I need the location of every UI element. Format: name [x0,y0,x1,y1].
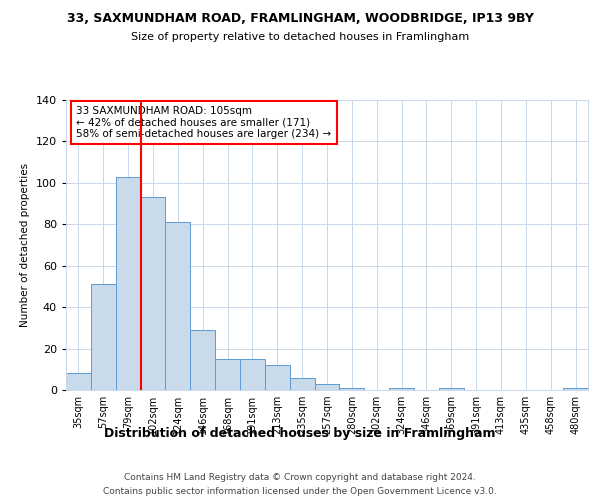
Bar [240,359,265,390]
Bar [563,388,588,390]
Bar [166,222,190,390]
Bar [190,330,215,390]
Bar [91,284,116,390]
Text: Contains HM Land Registry data © Crown copyright and database right 2024.: Contains HM Land Registry data © Crown c… [124,472,476,482]
Text: 33, SAXMUNDHAM ROAD, FRAMLINGHAM, WOODBRIDGE, IP13 9BY: 33, SAXMUNDHAM ROAD, FRAMLINGHAM, WOODBR… [67,12,533,26]
Y-axis label: Number of detached properties: Number of detached properties [20,163,30,327]
Text: Contains public sector information licensed under the Open Government Licence v3: Contains public sector information licen… [103,488,497,496]
Text: Distribution of detached houses by size in Framlingham: Distribution of detached houses by size … [104,428,496,440]
Bar [66,374,91,390]
Bar [116,176,140,390]
Bar [389,388,414,390]
Text: 33 SAXMUNDHAM ROAD: 105sqm
← 42% of detached houses are smaller (171)
58% of sem: 33 SAXMUNDHAM ROAD: 105sqm ← 42% of deta… [76,106,332,139]
Bar [340,388,364,390]
Bar [439,388,464,390]
Bar [265,365,290,390]
Bar [215,359,240,390]
Text: Size of property relative to detached houses in Framlingham: Size of property relative to detached ho… [131,32,469,42]
Bar [314,384,340,390]
Bar [290,378,314,390]
Bar [140,198,166,390]
